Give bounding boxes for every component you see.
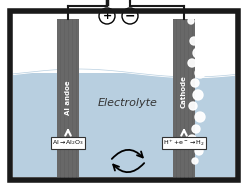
- Circle shape: [193, 48, 203, 58]
- Text: Electrolyte: Electrolyte: [98, 98, 158, 108]
- Circle shape: [197, 27, 205, 35]
- Text: Cathode: Cathode: [181, 76, 187, 108]
- Circle shape: [191, 79, 199, 87]
- Text: Al$\rightarrow$Al$_2$O$_3$: Al$\rightarrow$Al$_2$O$_3$: [52, 138, 84, 147]
- Circle shape: [188, 59, 196, 67]
- Bar: [13, 73, 235, 177]
- Circle shape: [99, 8, 115, 24]
- Circle shape: [195, 112, 205, 122]
- Circle shape: [195, 147, 203, 155]
- Circle shape: [188, 135, 196, 143]
- Bar: [10, 11, 238, 180]
- Circle shape: [190, 37, 198, 45]
- Circle shape: [188, 18, 194, 24]
- Text: −: −: [125, 10, 135, 23]
- Circle shape: [193, 90, 203, 100]
- Circle shape: [189, 102, 197, 110]
- Circle shape: [195, 68, 205, 78]
- Text: +: +: [102, 11, 112, 21]
- Circle shape: [192, 125, 200, 133]
- Bar: [10, 11, 238, 180]
- Circle shape: [192, 158, 198, 164]
- Text: H$^+$+e$^-$$\rightarrow$H$_2$: H$^+$+e$^-$$\rightarrow$H$_2$: [163, 138, 205, 148]
- Circle shape: [122, 8, 138, 24]
- Bar: [57, 19, 79, 177]
- Bar: [173, 19, 195, 177]
- Text: Al andoe: Al andoe: [65, 81, 71, 115]
